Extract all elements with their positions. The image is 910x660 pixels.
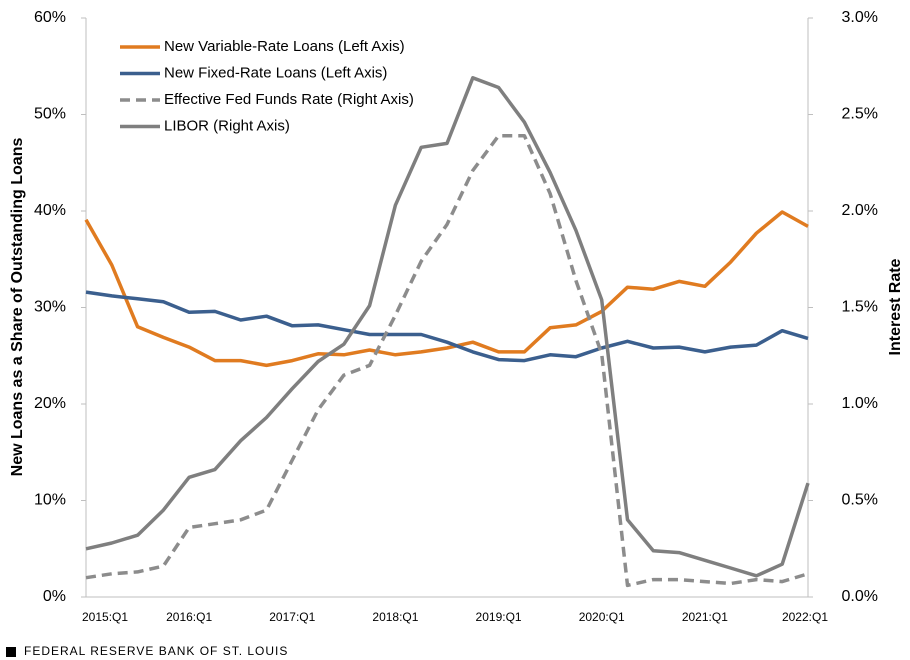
y2-tick-label: 0.5% [842,492,878,509]
legend-label: New Fixed-Rate Loans (Left Axis) [164,64,387,81]
y2-tick-label: 2.0% [842,202,878,219]
line-series [85,76,810,578]
x-tick-label: 2017:Q1 [269,610,315,624]
y2-tick-label: 2.5% [842,106,878,123]
line-series [84,210,809,368]
x-tick-label: 2020:Q1 [579,610,625,624]
x-tick-label: 2018:Q1 [372,610,418,624]
legend-label: Effective Fed Funds Rate (Right Axis) [164,91,414,108]
y-axis-label: New Loans as a Share of Outstanding Loan… [9,138,26,477]
y-tick-label: 20% [34,395,66,412]
x-tick-label: 2016:Q1 [166,610,212,624]
source-icon [6,647,16,657]
y2-tick-label: 0.0% [842,588,878,605]
y2-axis-label: Interest Rate [887,258,904,355]
legend-label: LIBOR (Right Axis) [164,117,290,134]
legend-label: New Variable-Rate Loans (Left Axis) [164,38,405,55]
x-tick-label: 2021:Q1 [682,610,728,624]
line-series [85,290,809,363]
source: FEDERAL RESERVE BANK OF ST. LOUIS [24,644,288,658]
y-tick-label: 0% [43,588,66,605]
y-tick-label: 50% [34,106,66,123]
x-tick-label: 2019:Q1 [476,610,522,624]
y-tick-label: 10% [34,492,66,509]
y2-tick-label: 1.5% [842,299,878,316]
x-tick-label: 2022:Q1 [782,610,828,624]
y2-tick-label: 1.0% [842,395,878,412]
y-tick-label: 60% [34,9,66,26]
line-series [85,133,809,588]
y-tick-label: 30% [34,299,66,316]
y-tick-label: 40% [34,202,66,219]
y2-tick-label: 3.0% [842,9,878,26]
x-tick-label: 2015:Q1 [82,610,128,624]
